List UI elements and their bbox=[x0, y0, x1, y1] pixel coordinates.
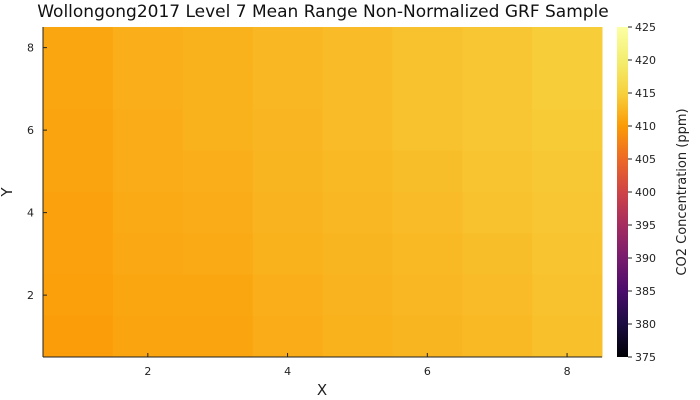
chart-title: Wollongong2017 Level 7 Mean Range Non-No… bbox=[37, 2, 609, 22]
heatmap-cell bbox=[112, 233, 184, 275]
colorbar bbox=[617, 27, 628, 357]
heatmap-cell bbox=[252, 68, 323, 110]
heatmap-cell bbox=[182, 192, 254, 234]
colorbar-tick-label: 375 bbox=[635, 351, 656, 364]
heatmap-cell bbox=[392, 233, 463, 275]
heatmap-cell bbox=[182, 68, 254, 110]
y-axis-ticks: 2 4 6 8 bbox=[27, 42, 47, 302]
heatmap-cell bbox=[462, 233, 533, 275]
heatmap-cell bbox=[112, 109, 184, 152]
colorbar-tick-label: 385 bbox=[635, 285, 656, 298]
colorbar-ticks: 375 380 385 390 395 400 405 410 415 420 425 bbox=[628, 21, 656, 364]
heatmap-cell bbox=[532, 27, 603, 69]
colorbar-tick-label: 405 bbox=[635, 153, 656, 166]
colorbar-label: CO2 Concentration (ppm) bbox=[675, 108, 690, 275]
colorbar-tick-label: 415 bbox=[635, 87, 656, 100]
x-axis-ticks: 2 4 6 8 bbox=[144, 353, 571, 378]
heatmap-cell bbox=[112, 274, 184, 317]
heatmap-cell bbox=[462, 150, 533, 193]
colorbar-tick-label: 420 bbox=[635, 54, 656, 67]
y-tick-label: 2 bbox=[27, 289, 34, 302]
heatmap-cell bbox=[43, 68, 114, 110]
colorbar-tick-label: 425 bbox=[635, 21, 656, 34]
heatmap-cell bbox=[392, 150, 463, 193]
heatmap-cell bbox=[532, 109, 603, 152]
colorbar-tick-label: 395 bbox=[635, 219, 656, 232]
heatmap-cell bbox=[532, 233, 603, 275]
colorbar-tick-label: 410 bbox=[635, 120, 656, 133]
x-tick-label: 6 bbox=[424, 365, 431, 378]
heatmap-cell bbox=[322, 68, 393, 110]
heatmap-cell bbox=[43, 150, 114, 193]
heatmap-cell bbox=[392, 192, 463, 234]
colorbar-tick-label: 400 bbox=[635, 186, 656, 199]
heatmap-cell bbox=[532, 274, 603, 317]
heatmap-cell bbox=[322, 233, 393, 275]
x-tick-label: 4 bbox=[284, 365, 291, 378]
heatmap-cell bbox=[532, 315, 603, 358]
heatmap-cell bbox=[252, 274, 323, 317]
heatmap-cell bbox=[182, 109, 254, 152]
heatmap-cell bbox=[462, 192, 533, 234]
colorbar-tick-label: 380 bbox=[635, 318, 656, 331]
heatmap-cell bbox=[462, 68, 533, 110]
heatmap-cell bbox=[182, 233, 254, 275]
y-tick-label: 4 bbox=[27, 207, 34, 220]
heatmap-cell bbox=[392, 274, 463, 317]
y-axis-label: Y bbox=[0, 187, 16, 198]
heatmap-cell bbox=[252, 27, 323, 69]
heatmap-cells bbox=[43, 27, 603, 358]
heatmap-cell bbox=[112, 192, 184, 234]
x-axis-label: X bbox=[317, 381, 327, 399]
heatmap-cell bbox=[252, 150, 323, 193]
heatmap-cell bbox=[43, 192, 114, 234]
heatmap-cell bbox=[112, 150, 184, 193]
heatmap-cell bbox=[252, 109, 323, 152]
heatmap-cell bbox=[532, 192, 603, 234]
heatmap-cell bbox=[392, 27, 463, 69]
heatmap-cell bbox=[532, 68, 603, 110]
heatmap-cell bbox=[43, 233, 114, 275]
heatmap-cell bbox=[182, 27, 254, 69]
heatmap-cell bbox=[392, 315, 463, 358]
heatmap-cell bbox=[322, 192, 393, 234]
y-tick-label: 8 bbox=[27, 42, 34, 55]
heatmap-cell bbox=[322, 315, 393, 358]
heatmap-cell bbox=[252, 192, 323, 234]
heatmap-cell bbox=[182, 274, 254, 317]
x-tick-label: 2 bbox=[144, 365, 151, 378]
heatmap-cell bbox=[322, 150, 393, 193]
heatmap-cell bbox=[322, 274, 393, 317]
heatmap-cell bbox=[462, 109, 533, 152]
heatmap-cell bbox=[112, 27, 184, 69]
heatmap-cell bbox=[182, 315, 254, 358]
x-tick-label: 8 bbox=[564, 365, 571, 378]
heatmap-cell bbox=[43, 315, 114, 358]
y-tick-label: 6 bbox=[27, 124, 34, 137]
heatmap-cell bbox=[392, 68, 463, 110]
heatmap-cell bbox=[462, 27, 533, 69]
heatmap-cell bbox=[43, 109, 114, 152]
heatmap-cell bbox=[392, 109, 463, 152]
heatmap-cell bbox=[532, 150, 603, 193]
heatmap-cell bbox=[462, 315, 533, 358]
heatmap-cell bbox=[322, 27, 393, 69]
heatmap-cell bbox=[182, 150, 254, 193]
heatmap-cell bbox=[112, 315, 184, 358]
heatmap-cell bbox=[43, 274, 114, 317]
heatmap-cell bbox=[462, 274, 533, 317]
heatmap-cell bbox=[252, 233, 323, 275]
heatmap-cell bbox=[43, 27, 114, 69]
colorbar-tick-label: 390 bbox=[635, 252, 656, 265]
heatmap-cell bbox=[112, 68, 184, 110]
heatmap-cell bbox=[322, 109, 393, 152]
heatmap-cell bbox=[252, 315, 323, 358]
